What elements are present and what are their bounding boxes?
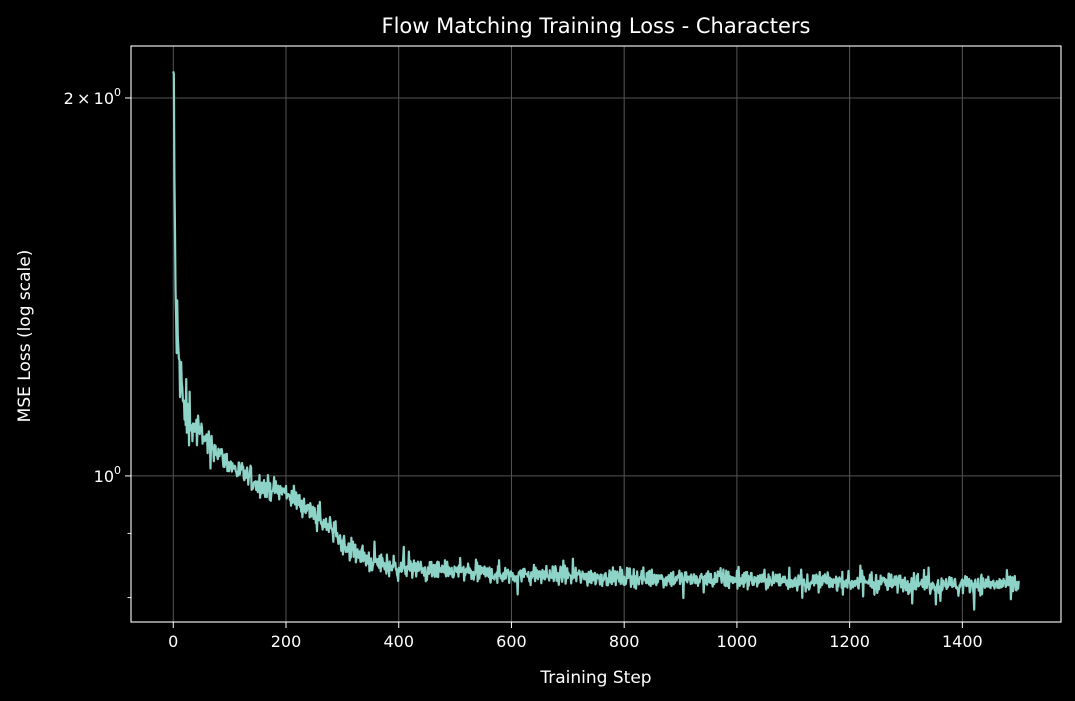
- y-tick-label: 100: [94, 464, 121, 486]
- y-tick-label: 2 × 100: [64, 86, 121, 108]
- y-axis-label: MSE Loss (log scale): [15, 250, 35, 423]
- grid-layer: [131, 46, 1061, 622]
- tick-layer: 0 200 400 600 800 1000 1200 1400 100 2 × 100: [64, 86, 983, 651]
- series-layer: [172, 71, 1020, 611]
- x-tick-label: 800: [609, 632, 640, 651]
- x-axis-label: Training Step: [539, 668, 651, 688]
- x-tick-label: 600: [496, 632, 527, 651]
- x-tick-label: 1000: [717, 632, 758, 651]
- x-tick-label: 1400: [942, 632, 983, 651]
- loss-series-line: [172, 71, 1020, 611]
- chart-title: Flow Matching Training Loss - Characters: [382, 14, 811, 38]
- x-tick-label: 200: [271, 632, 302, 651]
- x-tick-label: 0: [168, 632, 178, 651]
- x-tick-label: 1200: [829, 632, 870, 651]
- plot-frame: [130, 45, 1062, 623]
- x-tick-label: 400: [383, 632, 414, 651]
